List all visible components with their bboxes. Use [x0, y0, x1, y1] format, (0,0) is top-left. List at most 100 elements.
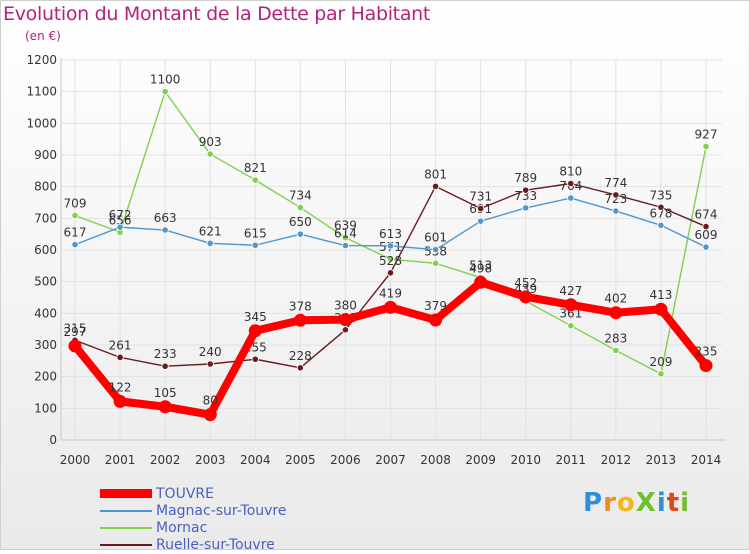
y-tick-label: 0 — [49, 433, 57, 447]
data-label: 723 — [604, 192, 627, 206]
data-point — [699, 359, 713, 373]
data-point — [296, 230, 304, 238]
data-label: 402 — [604, 292, 627, 306]
data-label: 378 — [289, 299, 312, 313]
data-point — [654, 302, 668, 316]
data-label: 283 — [604, 331, 627, 345]
data-point — [116, 353, 124, 361]
chart-title: Evolution du Montant de la Dette par Hab… — [3, 3, 431, 25]
data-label: 672 — [109, 208, 132, 222]
y-axis-unit: (en €) — [25, 29, 61, 43]
data-point — [161, 362, 169, 370]
data-label: 209 — [649, 355, 672, 369]
legend-label: Mornac — [156, 520, 208, 536]
legend-label: Magnac-sur-Touvre — [156, 503, 287, 519]
legend-swatch — [100, 527, 152, 529]
data-point — [293, 313, 307, 327]
data-point — [477, 217, 485, 225]
data-point — [116, 223, 124, 231]
data-point — [519, 290, 533, 304]
data-label: 452 — [514, 276, 537, 290]
data-label: 663 — [154, 211, 177, 225]
data-label: 261 — [109, 338, 132, 352]
data-point — [609, 306, 623, 320]
x-tick-label: 2012 — [601, 453, 632, 467]
data-point — [206, 360, 214, 368]
legend-swatch — [100, 510, 152, 512]
x-tick-label: 2005 — [285, 453, 316, 467]
legend-swatch — [100, 544, 152, 546]
data-point — [657, 370, 665, 378]
data-label: 498 — [469, 261, 492, 275]
data-label: 617 — [64, 226, 87, 240]
data-point — [341, 241, 350, 250]
data-point — [386, 255, 395, 263]
data-point — [71, 211, 79, 220]
data-label: 513 — [469, 259, 492, 273]
data-point — [564, 298, 578, 312]
data-label: 789 — [514, 171, 537, 185]
x-tick-label: 2000 — [60, 453, 91, 467]
data-label: 297 — [64, 325, 87, 339]
data-label: 122 — [109, 380, 132, 394]
data-point — [113, 394, 127, 408]
data-point — [68, 339, 82, 353]
data-point — [386, 242, 395, 250]
x-tick-label: 2008 — [420, 453, 451, 467]
data-point — [612, 207, 620, 215]
data-point — [522, 186, 530, 194]
data-label: 801 — [424, 167, 447, 181]
data-point — [248, 324, 262, 338]
data-point — [477, 204, 485, 213]
data-point — [341, 326, 350, 334]
data-label: 810 — [559, 165, 582, 179]
x-tick-label: 2004 — [240, 453, 271, 467]
y-tick-label: 100 — [34, 401, 57, 415]
x-tick-label: 2013 — [646, 453, 677, 467]
data-point — [251, 241, 259, 249]
data-label: 240 — [199, 345, 222, 359]
data-point — [612, 346, 620, 354]
data-label: 609 — [695, 228, 718, 242]
data-point — [251, 355, 259, 363]
data-label: 774 — [604, 176, 627, 190]
legend-label: Ruelle-sur-Touvre — [156, 537, 275, 553]
data-point — [522, 204, 530, 212]
data-point — [431, 182, 440, 190]
data-label: 650 — [289, 215, 312, 229]
data-label: 927 — [695, 127, 718, 141]
data-label: 361 — [559, 307, 582, 321]
data-label: 601 — [424, 231, 447, 245]
data-label: 614 — [334, 227, 357, 241]
brand-logo: ProXiti — [583, 488, 691, 518]
data-label: 731 — [469, 190, 492, 204]
data-label: 674 — [695, 208, 718, 222]
x-tick-label: 2003 — [195, 453, 226, 467]
data-label: 80 — [203, 394, 218, 408]
data-point — [158, 400, 172, 414]
y-tick-label: 700 — [34, 211, 57, 225]
data-label: 379 — [424, 299, 447, 313]
data-label: 345 — [244, 310, 267, 324]
x-tick-label: 2009 — [465, 453, 496, 467]
y-tick-label: 200 — [34, 370, 57, 384]
data-point — [296, 364, 304, 372]
data-point — [386, 269, 395, 277]
y-tick-label: 600 — [34, 243, 57, 257]
x-tick-label: 2001 — [105, 453, 136, 467]
data-label: 613 — [379, 227, 402, 241]
data-label: 315 — [64, 321, 87, 335]
x-tick-label: 2006 — [330, 453, 361, 467]
data-point — [296, 203, 304, 212]
legend-label: TOUVRE — [156, 486, 214, 502]
y-tick-label: 1000 — [26, 116, 57, 130]
data-label: 1100 — [150, 73, 181, 87]
data-point — [474, 275, 488, 289]
data-label: 427 — [559, 284, 582, 298]
y-tick-label: 900 — [34, 148, 57, 162]
data-point — [161, 226, 169, 234]
data-point — [702, 142, 710, 151]
legend-swatch — [100, 489, 152, 498]
data-point — [341, 234, 350, 242]
